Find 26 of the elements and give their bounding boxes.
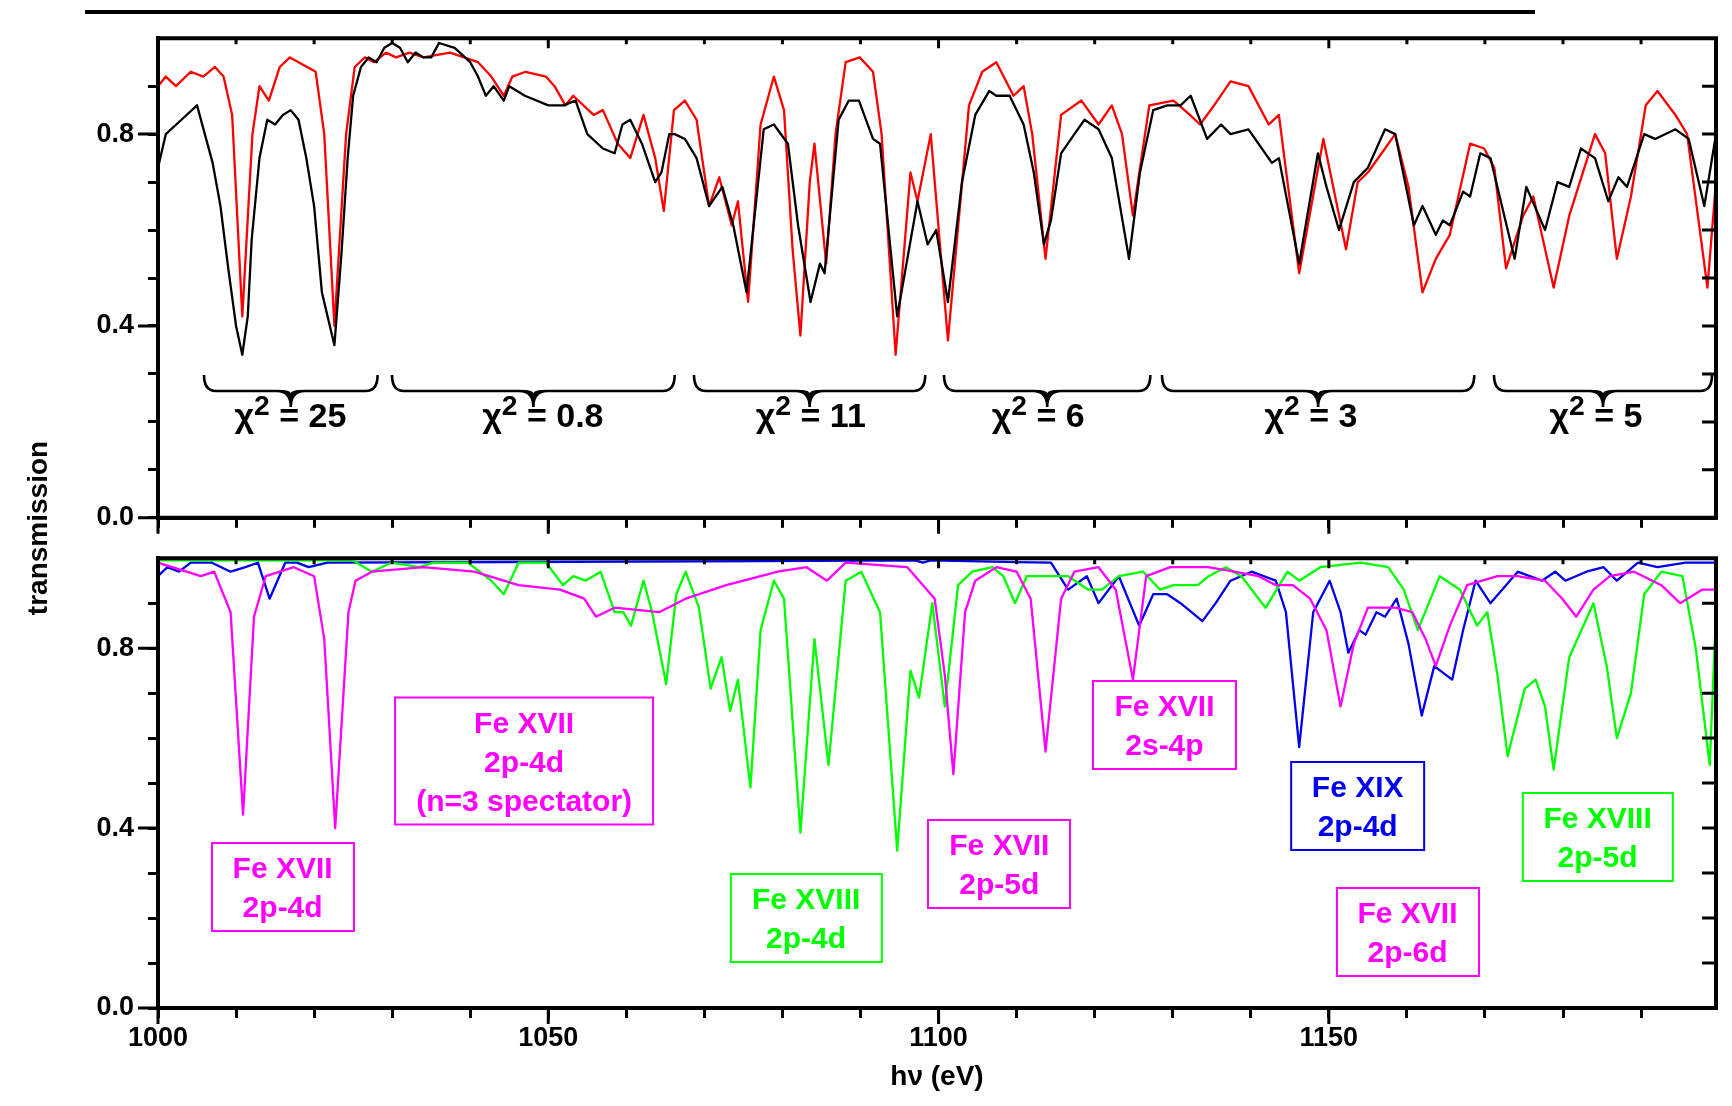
x-tick-label: 1150 [1299,1021,1359,1052]
y-tick-label: 0.8 [96,117,134,148]
x-axis-title: hν (eV) [890,1059,984,1091]
y-tick-label: 0.4 [96,309,134,340]
annotation: Fe XVII 2s-4p [1092,679,1237,770]
y-tick-label: 0.8 [96,631,134,662]
annotation: χ$^{2}$ = 0.8 [482,388,604,437]
annotation: χ$^{2}$ = 3 [1264,388,1358,437]
annotation: χ$^{2}$ = 11 [755,388,866,437]
annotation: Fe XVII 2p-5d [927,819,1072,910]
annotation: Fe XVIII 2p-5d [1521,792,1674,883]
y-tick-label: 0.4 [96,811,134,842]
x-tick-label: 1100 [909,1021,968,1052]
annotation: χ$^{2}$ = 5 [1549,388,1643,437]
annotation: Fe XIX 2p-4d [1289,760,1426,851]
y-tick-label: 0.0 [96,991,134,1022]
annotation: Fe XVII 2p-4d (n=3 spectator) [394,696,655,826]
annotation: Fe XVIII 2p-4d [729,873,883,964]
y-tick-label: 0.0 [96,501,134,532]
annotation: χ$^{2}$ = 6 [991,388,1085,437]
annotation: Fe XVII 2p-6d [1335,886,1480,977]
x-tick-label: 1050 [518,1021,579,1052]
annotation: χ$^{2}$ = 25 [234,388,347,437]
x-tick-label: 1000 [127,1021,189,1052]
y-axis-title: transmission [22,440,54,616]
annotation: Fe XVII 2p-4d [210,841,355,932]
